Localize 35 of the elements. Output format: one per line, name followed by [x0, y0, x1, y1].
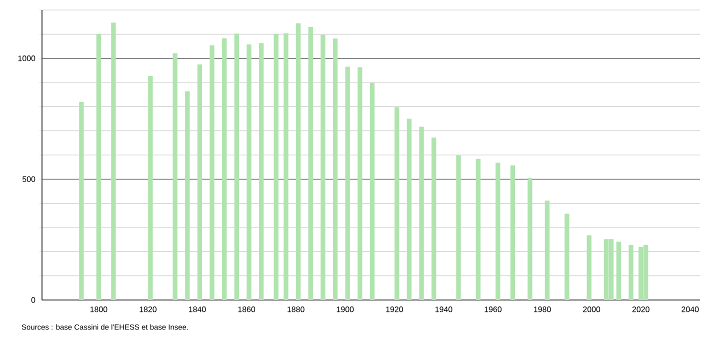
bar	[246, 44, 252, 300]
bar	[394, 107, 400, 300]
bar	[332, 38, 338, 300]
bar	[234, 34, 240, 300]
bar	[432, 138, 436, 300]
bar	[274, 34, 278, 300]
bar	[496, 162, 500, 300]
bar	[358, 67, 362, 300]
bar	[544, 200, 550, 300]
bar	[197, 64, 202, 300]
bar	[616, 242, 622, 300]
bar	[406, 118, 412, 300]
bar	[111, 22, 116, 300]
bar	[419, 126, 424, 300]
bar	[210, 45, 214, 300]
bar	[320, 34, 326, 300]
bar	[628, 244, 634, 300]
bar	[476, 158, 481, 300]
bar	[586, 235, 592, 300]
bar	[456, 155, 461, 300]
bar	[308, 26, 313, 300]
bar	[258, 43, 264, 300]
bar	[345, 66, 350, 300]
bar	[185, 91, 190, 300]
bar	[96, 34, 102, 300]
bar	[528, 178, 532, 300]
bar	[148, 76, 153, 300]
bar	[284, 33, 288, 300]
bar	[564, 214, 570, 300]
bar	[370, 82, 375, 300]
bar	[172, 53, 178, 300]
bar	[510, 165, 516, 300]
bar	[222, 38, 227, 300]
bar	[296, 23, 301, 300]
bar	[79, 102, 84, 300]
